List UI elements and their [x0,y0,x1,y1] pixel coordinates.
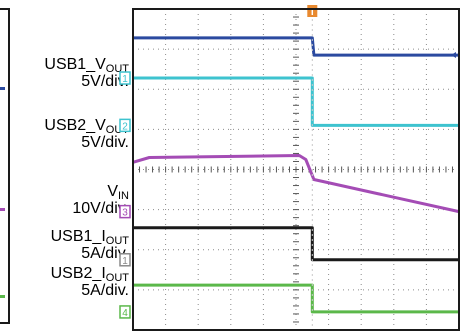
ground-marker [119,118,131,133]
ground-marker [119,305,131,319]
label-usb1-vout-scale: 5V/div. [81,73,129,90]
trace-usb1-iout [133,226,459,262]
label-usb2-iout-name: USB2_I [50,265,106,282]
previous-trace-vin [0,208,5,211]
ground-marker-label: 2 [122,121,128,132]
label-usb2-vout: USB2_VOUT 5V/div. [44,117,129,151]
offscreen-arrow-icon [451,52,456,58]
label-usb1-iout-name: USB1_I [50,228,106,245]
trigger-marker [307,5,318,17]
label-usb1-iout-scale: 5A/div. [81,245,129,262]
label-vin-scale: 10V/div. [72,200,129,217]
ground-marker-label: 4 [122,308,128,319]
previous-trace-usb1-vout [0,87,5,90]
previous-scope-frame [0,8,10,324]
label-usb2-iout-scale: 5A/div. [81,282,129,299]
label-usb2-iout: USB2_IOUT 5A/div. [51,265,129,299]
ground-marker-label: 1 [122,256,128,267]
label-usb1-iout-sub: OUT [105,235,129,247]
label-usb1-vout-name: USB1_V [44,56,106,73]
trace-usb2-iout [133,283,459,314]
trace-vin [132,154,460,214]
label-vin-sub: IN [118,190,129,202]
ground-marker [119,71,131,85]
ground-marker [119,204,131,219]
trigger-marker-label: T [309,7,315,18]
label-vin-name: V [107,183,118,200]
label-usb2-iout-sub: OUT [105,272,129,284]
scope-traces [132,36,460,314]
label-usb1-vout-sub: OUT [105,63,129,75]
trace-usb2-vout [133,76,459,127]
ground-marker-label: 3 [122,208,128,219]
label-usb1-iout: USB1_IOUT 5A/div. [51,228,129,262]
ground-marker [119,253,131,267]
label-vin: VIN 10V/div. [72,183,129,217]
label-usb2-vout-scale: 5V/div. [81,134,129,151]
scope-markers: T 1 2 3 1 4 [119,5,456,330]
label-usb2-vout-name: USB2_V [44,117,106,134]
label-usb1-vout: USB1_VOUT 5V/div. [44,56,129,90]
scope-grid [133,9,459,330]
ground-marker-label: 1 [122,74,128,85]
label-usb2-vout-sub: OUT [105,124,129,136]
trace-usb1-vout [133,36,459,57]
previous-trace-usb2-iout [0,295,5,298]
plot-frame [132,8,460,331]
